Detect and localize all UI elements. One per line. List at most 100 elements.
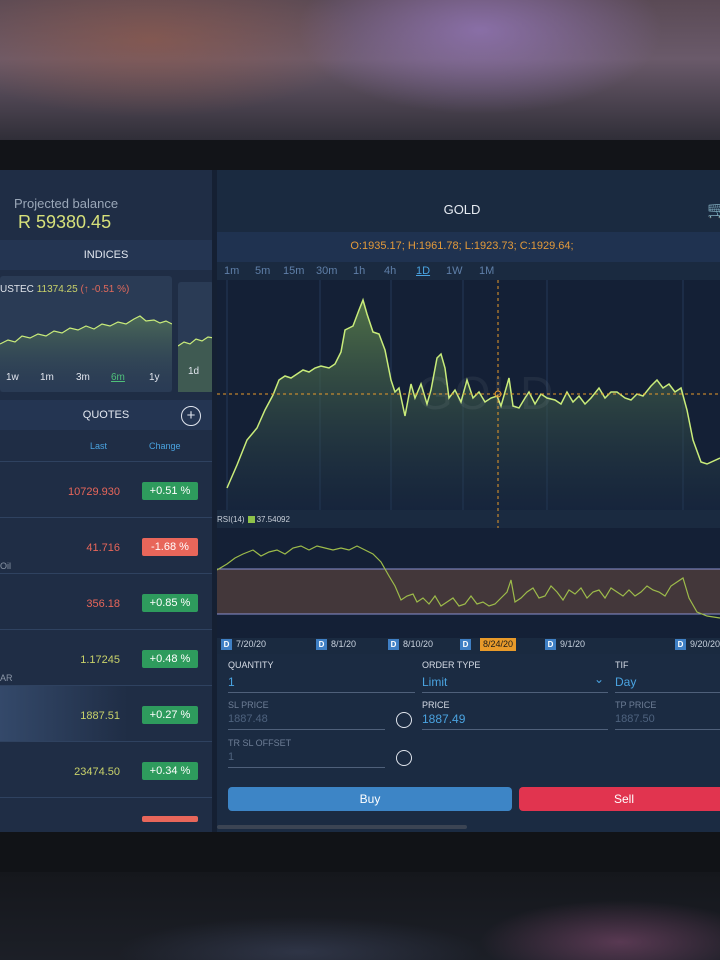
quote-row[interactable]: [0, 797, 212, 834]
date-label: D: [460, 639, 475, 650]
date-text: 9/20/20: [690, 639, 720, 649]
tp-price-label: TP PRICE: [615, 700, 657, 710]
tp-price-field[interactable]: 1887.50: [615, 713, 655, 725]
sl-price-field[interactable]: 1887.48: [228, 713, 268, 725]
tf-4h[interactable]: 4h: [384, 265, 397, 277]
secondary-timeframe[interactable]: 1d: [188, 366, 200, 377]
crosshair-point: [494, 390, 502, 398]
index-tf-1y[interactable]: 1y: [149, 372, 160, 383]
index-price: 11374.25: [36, 284, 78, 295]
sparkline-area: [0, 316, 172, 392]
trading-app-screen: Projected balance R 59380.45 INDICES UST…: [0, 170, 720, 834]
tf-1d[interactable]: 1D: [416, 265, 431, 277]
price-field[interactable]: 1887.49: [422, 712, 466, 726]
buy-button[interactable]: Buy: [228, 787, 512, 811]
sl-price-underline: [228, 729, 385, 730]
index-card-ustec[interactable]: USTEC 11374.25 (↑ -0.51 %): [0, 276, 172, 392]
index-card-secondary[interactable]: 1d: [178, 282, 214, 392]
tf-1m[interactable]: 1m: [224, 265, 240, 277]
rsi-band: [217, 569, 720, 614]
tr-sl-toggle-radio[interactable]: [396, 750, 412, 766]
quote-last: 1.17245: [80, 654, 120, 666]
cart-icon[interactable]: 🛒: [707, 202, 720, 219]
tf-15m[interactable]: 15m: [283, 265, 305, 277]
order-type-underline: [422, 692, 608, 693]
chart-timeframes: 1m 5m 15m 30m 1h 4h 1D 1W 1M: [217, 264, 720, 282]
quote-row[interactable]: 23474.50 +0.34 %: [0, 741, 212, 798]
quote-last: 23474.50: [74, 766, 120, 778]
background-top: [0, 0, 720, 148]
tif-label: TIF: [615, 660, 629, 670]
indices-header[interactable]: INDICES: [0, 240, 212, 270]
index-change: (↑ -0.51 %): [80, 284, 130, 295]
quote-row[interactable]: 356.18 +0.85 %: [0, 573, 212, 630]
device-bezel-top: [0, 140, 720, 170]
date-marker-icon: D: [545, 639, 556, 650]
tf-1w[interactable]: 1W: [446, 265, 463, 277]
secondary-sparkline: [178, 336, 214, 392]
tr-sl-offset-field[interactable]: 1: [228, 751, 235, 763]
index-card-title: USTEC 11374.25 (↑ -0.51 %): [0, 284, 129, 295]
rsi-value: 37.54092: [256, 515, 290, 524]
rsi-line: [217, 545, 720, 619]
price-chart[interactable]: [217, 280, 720, 640]
quote-change: +0.34 %: [142, 762, 198, 780]
index-tf-6m[interactable]: 6m: [111, 372, 125, 383]
price-area: [227, 300, 720, 510]
tf-1mo[interactable]: 1M: [479, 265, 495, 277]
tr-sl-offset-underline: [228, 767, 385, 768]
tr-sl-offset-label: TR SL OFFSET: [228, 738, 292, 748]
sell-button[interactable]: Sell: [519, 787, 720, 811]
index-tf-3m[interactable]: 3m: [76, 372, 90, 383]
tf-5m[interactable]: 5m: [255, 265, 271, 277]
quotes-header[interactable]: QUOTES: [0, 400, 212, 430]
date-label: D 9/1/20: [545, 639, 585, 650]
rsi-label: RSI(14) 37.54092: [217, 515, 290, 524]
quote-change-partial: [142, 816, 198, 822]
date-marker-icon: D: [675, 639, 686, 650]
tf-30m[interactable]: 30m: [316, 265, 338, 277]
date-marker-icon: D: [316, 639, 327, 650]
date-label: D 7/20/20: [221, 639, 266, 650]
quote-sub-label: AR: [0, 673, 13, 683]
device-bezel-bottom: [0, 832, 720, 872]
background-bottom: [0, 872, 720, 960]
sl-toggle-radio[interactable]: [396, 712, 412, 728]
date-marker-icon: D: [460, 639, 471, 650]
quote-row[interactable]: 41.716 -1.68 % Oil: [0, 517, 212, 574]
quote-last: 356.18: [86, 598, 120, 610]
horizontal-scrollbar[interactable]: [217, 825, 467, 829]
date-axis: D 7/20/20 D 8/1/20 D 8/10/20 D 8/24/20 D 9/1…: [217, 638, 720, 652]
quote-row[interactable]: 10729.930 +0.51 %: [0, 461, 212, 518]
add-quote-icon[interactable]: +: [181, 406, 201, 426]
date-marker-icon: D: [221, 639, 232, 650]
quote-row-selected[interactable]: 1887.51 +0.27 %: [0, 685, 212, 742]
date-text: 9/1/20: [560, 639, 586, 649]
quote-last: 1887.51: [80, 710, 120, 722]
chevron-down-icon[interactable]: ⌄: [594, 672, 605, 686]
order-type-select[interactable]: Limit: [422, 675, 448, 689]
date-text: 7/20/20: [236, 639, 267, 649]
quantity-underline: [228, 692, 415, 693]
column-change: Change: [149, 441, 181, 451]
index-sparkline: [0, 315, 172, 392]
quote-change: +0.48 %: [142, 650, 198, 668]
quantity-field[interactable]: 1: [228, 675, 235, 689]
quote-sub-label: Oil: [0, 561, 11, 571]
balance-value: R 59380.45: [18, 212, 112, 232]
panel-divider: [212, 170, 217, 834]
date-label: D 9/20/20: [675, 639, 720, 650]
rsi-legend-swatch: [247, 516, 255, 523]
date-label: D 8/1/20: [316, 639, 356, 650]
instrument-title: GOLD: [443, 202, 481, 217]
index-tf-1m[interactable]: 1m: [40, 372, 54, 383]
rsi-name: RSI(14): [217, 515, 245, 524]
date-label: D 8/10/20: [388, 639, 433, 650]
index-tf-1w[interactable]: 1w: [6, 372, 19, 383]
quote-row[interactable]: 1.17245 +0.48 % AR: [0, 629, 212, 686]
price-label: PRICE: [422, 700, 450, 710]
tif-select[interactable]: Day: [615, 675, 637, 689]
quote-change: +0.27 %: [142, 706, 198, 724]
ohlc-values: O:1935.17; H:1961.78; L:1923.73; C:1929.…: [350, 240, 574, 252]
tf-1h[interactable]: 1h: [353, 265, 366, 277]
